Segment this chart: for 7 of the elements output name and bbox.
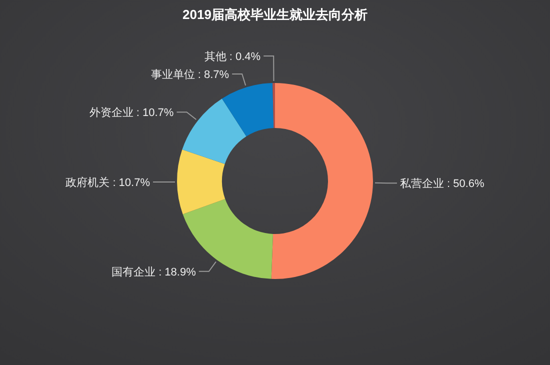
slice-label: 外资企业 : 10.7% [89,106,174,120]
slice-label: 政府机关 : 10.7% [66,176,150,190]
slice-label: 其他 : 0.4% [204,50,261,63]
slice-label: 私营企业 : 50.6% [400,177,485,190]
chart-title: 2019届高校毕业生就业去向分析 [182,7,368,22]
slice-label: 国有企业 : 18.9% [112,265,196,278]
slice-label: 事业单位 : 8.7% [150,68,230,81]
